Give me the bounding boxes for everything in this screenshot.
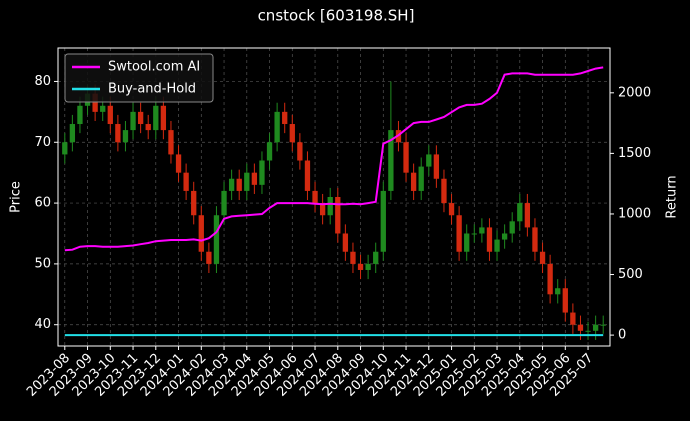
y2-tick-label: 1000 — [618, 206, 651, 221]
legend-label: Swtool.com AI — [108, 60, 200, 75]
candle-body — [69, 124, 76, 143]
candle-body — [198, 215, 204, 252]
candle-body — [130, 111, 136, 131]
candle-body — [501, 233, 508, 240]
candle-body — [562, 288, 568, 313]
candle-body — [577, 324, 584, 331]
candle-body — [282, 111, 288, 125]
candle-body — [183, 172, 189, 191]
candle-body — [319, 203, 326, 216]
candle-body — [92, 93, 98, 112]
candle-body — [585, 330, 591, 332]
candle-body — [388, 130, 394, 191]
candle-body — [373, 251, 379, 264]
candle-body — [342, 233, 349, 252]
candle-body — [304, 160, 311, 191]
candle-body — [115, 124, 121, 143]
candle-body — [274, 111, 280, 143]
candle-body — [266, 142, 273, 161]
candle-body — [517, 203, 523, 222]
candle-body — [297, 142, 303, 161]
candle-body — [327, 197, 333, 216]
candle-body — [464, 233, 470, 252]
candle-body — [600, 324, 606, 326]
candle-body — [410, 172, 417, 191]
candle-body — [168, 130, 174, 155]
candle-body — [555, 288, 561, 295]
y-tick-label: 40 — [34, 317, 51, 332]
candle-body — [471, 233, 477, 235]
candle-body — [441, 178, 447, 204]
candle-body — [365, 263, 371, 270]
y2-tick-label: 0 — [618, 328, 626, 343]
candle-body — [509, 221, 515, 234]
candle-body — [236, 178, 242, 191]
y2-axis-label: Return — [665, 175, 680, 218]
candle-body — [122, 130, 129, 143]
candle-body — [539, 251, 546, 264]
candle-body — [160, 105, 167, 131]
candle-body — [153, 105, 159, 131]
candle-body — [312, 190, 318, 204]
candle-body — [448, 203, 455, 216]
candle-body — [494, 239, 500, 252]
candle-body — [213, 215, 220, 264]
y-tick-label: 60 — [34, 196, 51, 211]
candle-body — [206, 251, 212, 264]
y-tick-label: 70 — [34, 135, 51, 150]
legend-box — [64, 53, 214, 103]
candle-body — [335, 197, 341, 234]
y2-tick-label: 1500 — [618, 146, 651, 161]
candle-body — [456, 215, 462, 252]
candle-body — [191, 190, 197, 216]
candle-body — [532, 227, 538, 252]
candle-body — [524, 203, 531, 228]
legend: Swtool.com AI Buy-and-Hold — [64, 53, 214, 103]
candle-body — [259, 160, 265, 185]
candle-body — [570, 312, 576, 325]
candle-body — [289, 124, 295, 143]
y-tick-label: 50 — [34, 256, 51, 271]
candle-body — [486, 227, 493, 252]
candle-body — [100, 105, 106, 112]
candle-body — [145, 124, 151, 131]
candle-body — [137, 111, 144, 125]
candle-body — [228, 178, 235, 191]
chart-title: cnstock [603198.SH] — [258, 7, 415, 25]
candle-body — [175, 154, 182, 173]
candle-body — [251, 172, 258, 185]
y2-tick-label: 500 — [618, 267, 643, 282]
y-tick-label: 80 — [34, 74, 51, 89]
y-axis-label: Price — [9, 181, 24, 213]
candle-body — [350, 251, 356, 264]
candle-body — [357, 263, 364, 270]
plot-frame — [57, 47, 611, 347]
candle-body — [62, 142, 68, 155]
candle-body — [592, 324, 599, 331]
candle-body — [479, 227, 485, 234]
candle-body — [77, 105, 83, 125]
candle-body — [418, 166, 424, 191]
return-line — [64, 66, 604, 252]
candle-body — [244, 172, 250, 191]
y2-tick-label: 2000 — [618, 85, 651, 100]
candle-body — [426, 154, 432, 167]
candle-body — [403, 142, 409, 173]
legend-label: Buy-and-Hold — [108, 82, 196, 97]
candle-body — [547, 263, 553, 295]
candle-body — [221, 190, 227, 216]
candle-body — [433, 154, 440, 179]
candle-body — [107, 105, 113, 125]
candle-body — [380, 190, 386, 252]
